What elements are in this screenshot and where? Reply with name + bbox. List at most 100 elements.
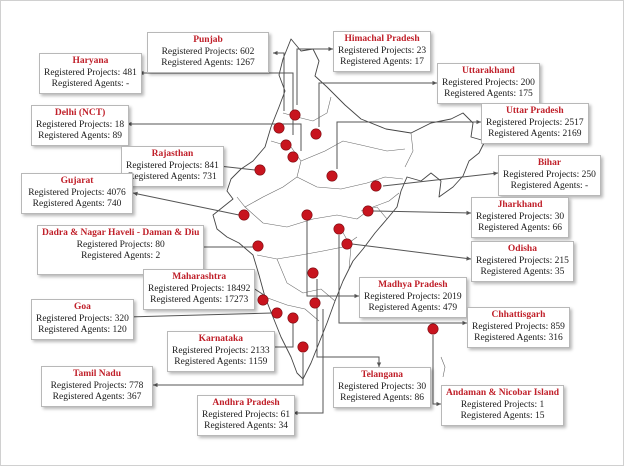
registered-agents: Registered Agents: 86 [340,393,425,403]
marker-chhattisgarh[interactable] [333,223,345,235]
leader-line-andaman [432,335,441,405]
leader-arrow-tamil-nadu [153,382,158,388]
registered-agents: Registered Agents: 2169 [488,129,582,139]
registered-agents: Registered Agents: 35 [480,267,565,277]
registered-projects: Registered Projects: 4076 [28,187,126,198]
india-outline [212,38,486,380]
state-label-uttar-pradesh: Uttar Pradesh Registered Projects: 2517 Re… [481,103,589,144]
registered-projects: Registered Projects: 859 [472,321,565,332]
registered-agents: Registered Agents: 17273 [150,295,249,305]
registered-agents: Registered Agents: - [510,181,589,191]
marker-jharkhand[interactable] [362,205,374,217]
marker-andaman[interactable] [427,323,439,335]
registered-agents: Registered Agents: 740 [32,199,122,209]
registered-projects: Registered Projects: 778 [50,380,144,391]
state-name: Jharkhand [497,200,543,210]
registered-projects: Registered Projects: 2517 [486,117,584,128]
state-name: Dadra & Nagar Haveli - Daman & Diu [42,228,200,238]
state-label-uttarakhand: Uttarakhand Registered Projects: 200 Regis… [437,63,540,104]
registered-projects: Registered Projects: 841 [126,160,219,171]
leader-line-jharkhand [372,210,472,214]
leader-arrow-madhya-pradesh [354,293,359,299]
marker-tamil-nadu[interactable] [297,341,309,353]
leader-line-tamil-nadu [153,353,304,386]
leader-line-rajasthan [218,165,256,171]
marker-gujarat[interactable] [238,209,250,221]
leader-line-andhra-pradesh [293,309,324,414]
leader-line-goa [126,312,273,318]
marker-himachal-pradesh[interactable] [289,109,301,121]
registered-agents: Registered Agents: - [51,79,130,89]
leader-arrow-odisha [466,256,471,261]
registered-projects: Registered Projects: 481 [44,67,137,78]
leader-line-telangana [316,279,380,367]
state-label-himachal-pradesh: Himachal Pradesh Registered Projects: 23 R… [333,31,432,72]
registered-projects: Registered Projects: 320 [36,313,129,324]
registered-agents: Registered Agents: 479 [368,303,458,313]
marker-delhi[interactable] [287,151,299,163]
state-markers [238,109,439,353]
marker-uttar-pradesh[interactable] [326,170,338,182]
registered-agents: Registered Agents: 731 [128,172,217,182]
registered-agents: Registered Agents: 89 [38,131,123,141]
registered-projects: Registered Projects: 1 [460,399,545,410]
registered-projects: Registered Projects: 80 [76,239,165,250]
registered-agents: Registered Agents: 367 [52,392,142,402]
registered-agents: Registered Agents: 66 [478,223,563,233]
state-label-bihar: Bihar Registered Projects: 250 Registered … [498,155,601,196]
state-label-andhra-pradesh: Andhra Pradesh Registered Projects: 61 Reg… [197,395,296,436]
registered-projects: Registered Projects: 18 [36,119,125,130]
state-label-rajasthan: Rajasthan Registered Projects: 841 Registe… [121,146,224,187]
leader-line-delhi [127,123,302,151]
marker-odisha[interactable] [341,238,353,250]
leader-line-bihar [382,172,499,187]
state-name: Madhya Pradesh [378,280,448,290]
state-name: Karnataka [198,334,243,344]
registered-agents: Registered Agents: 1159 [174,357,268,367]
marker-haryana[interactable] [280,139,292,151]
registered-agents: Registered Agents: 175 [444,89,533,99]
marker-dadra[interactable] [252,240,264,252]
leader-arrow-uttar-pradesh [476,119,481,125]
state-label-karnataka: Karnataka Registered Projects: 2133 Regist… [167,331,275,372]
registered-projects: Registered Projects: 2019 [364,291,462,302]
registered-projects: Registered Projects: 250 [503,169,596,180]
marker-goa[interactable] [271,307,283,319]
leader-arrow-punjab [273,50,278,56]
state-label-maharashtra: Maharashtra Registered Projects: 18492 Reg… [143,269,256,310]
state-label-madhya-pradesh: Madhya Pradesh Registered Projects: 2019 R… [359,277,467,318]
state-name: Rajasthan [151,149,194,159]
state-name: Odisha [507,244,537,254]
marker-maharashtra[interactable] [257,294,269,306]
registered-projects: Registered Projects: 30 [338,381,427,392]
marker-madhya-pradesh[interactable] [301,209,313,221]
leader-arrow-andaman [436,401,441,407]
marker-bihar[interactable] [370,180,382,192]
state-name: Andhra Pradesh [212,398,280,408]
registered-agents: Registered Agents: 120 [38,325,127,335]
leader-arrow-bihar [493,171,498,176]
registered-agents: Registered Agents: 316 [474,333,563,343]
marker-andhra-pradesh[interactable] [309,297,321,309]
state-name: Uttarakhand [462,66,515,76]
registered-agents: Registered Agents: 17 [340,57,425,67]
leader-line-gujarat [132,192,240,216]
leader-arrow-uttarakhand [432,80,437,86]
leader-arrow-himachal-pradesh [328,46,333,52]
registered-agents: Registered Agents: 2 [81,251,161,261]
marker-rajasthan[interactable] [254,164,266,176]
marker-telangana[interactable] [307,267,319,279]
state-name: Telangana [361,370,403,380]
registered-projects: Registered Projects: 18492 [148,283,251,294]
registered-projects: Registered Projects: 23 [338,45,427,56]
state-name: Goa [73,302,91,312]
leader-arrow-jharkhand [466,210,471,216]
marker-punjab[interactable] [273,122,285,134]
registered-projects: Registered Projects: 215 [476,255,569,266]
state-name: Punjab [193,35,223,45]
marker-uttarakhand[interactable] [310,128,322,140]
state-name: Uttar Pradesh [506,106,564,116]
marker-karnataka[interactable] [287,312,299,324]
registered-projects: Registered Projects: 602 [161,46,255,57]
